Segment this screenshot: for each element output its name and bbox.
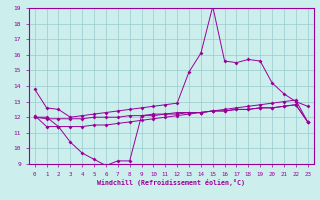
X-axis label: Windchill (Refroidissement éolien,°C): Windchill (Refroidissement éolien,°C) bbox=[97, 179, 245, 186]
